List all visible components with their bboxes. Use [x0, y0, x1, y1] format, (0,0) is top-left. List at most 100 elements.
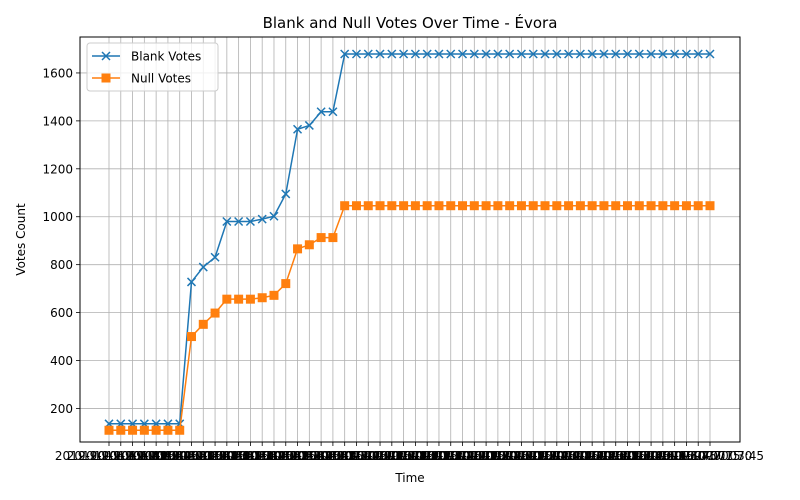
null-votes-point	[139, 425, 149, 435]
x-tick-label: 2019-10-07 04:00	[479, 449, 587, 463]
x-tick-label: 2019-10-07 03:15	[444, 449, 552, 463]
null-votes-line	[109, 204, 710, 432]
y-tick-label: 1200	[42, 162, 73, 176]
legend-marker	[101, 51, 111, 61]
null-votes-point	[458, 201, 468, 211]
marker-stroke	[457, 49, 468, 59]
x-tick-label: 2019-10-07 07:15	[632, 449, 740, 463]
y-tick-label: 200	[50, 402, 73, 416]
x-tick-label: 2019-10-07 05:00	[526, 449, 634, 463]
x-tick-label: 2019-10-06 21:45	[185, 449, 293, 463]
blank-votes-point	[410, 49, 420, 59]
x-tick-label: 2019-10-07 05:45	[562, 449, 670, 463]
marker-stroke	[646, 49, 656, 59]
x-tick-label: 2019-10-07 06:15	[585, 449, 693, 463]
null-votes-point	[245, 294, 255, 304]
marker-stroke	[587, 49, 597, 59]
x-tick-label: 2019-10-07 03:45	[467, 449, 575, 463]
x-tick-label: 2019-10-07 01:15	[350, 449, 458, 463]
blank-votes-point	[457, 49, 468, 59]
y-tick-label: 400	[50, 354, 73, 368]
y-tick-label: 1600	[42, 66, 73, 80]
x-tick-label: 2019-10-07 07:00	[621, 449, 729, 463]
blank-votes-point	[304, 120, 314, 130]
null-votes-point	[481, 201, 491, 211]
blank-votes-point	[681, 49, 691, 59]
marker-stroke	[469, 49, 479, 59]
marker-stroke	[340, 49, 350, 59]
null-votes-point	[516, 201, 526, 211]
blank-votes-point	[658, 49, 668, 59]
null-votes-point	[293, 244, 303, 254]
legend: Blank Votes Null Votes	[86, 42, 219, 92]
null-votes-point	[222, 294, 232, 304]
null-votes-point	[116, 425, 126, 435]
blank-votes-point	[351, 49, 362, 59]
null-votes-point	[434, 201, 444, 211]
marker-stroke	[363, 49, 373, 59]
blank-votes-point	[198, 262, 208, 272]
blank-votes-point	[599, 49, 609, 59]
x-tick-label: 2019-10-07 00:45	[326, 449, 434, 463]
x-tick-label: 2019-10-06 19:00	[55, 449, 163, 463]
null-votes-point	[328, 233, 338, 243]
marker-stroke	[245, 216, 255, 227]
null-votes-point	[363, 201, 373, 211]
x-tick-label: 2019-10-07 00:00	[291, 449, 399, 463]
null-votes-point	[269, 290, 279, 300]
null-votes-point	[681, 201, 691, 211]
marker-stroke	[434, 49, 444, 59]
null-votes-point	[623, 201, 633, 211]
blank-votes-point	[481, 49, 491, 59]
blank-votes-point	[528, 49, 538, 59]
x-tick-label: 2019-10-06 22:15	[208, 449, 316, 463]
null-votes-point	[175, 425, 185, 435]
blank-votes-point	[281, 189, 291, 199]
blank-votes-point	[693, 49, 703, 59]
blank-votes-point	[293, 124, 303, 134]
x-tick-label: 2019-10-07 01:30	[361, 449, 469, 463]
blank-votes-point	[422, 49, 432, 59]
null-votes-point	[575, 201, 585, 211]
blank-votes-point	[257, 214, 267, 224]
marker-stroke	[693, 49, 703, 59]
marker-stroke	[422, 49, 432, 59]
legend-items: Blank Votes Null Votes	[92, 50, 201, 86]
blank-votes-point	[375, 49, 385, 59]
null-votes-point	[564, 201, 574, 211]
blank-votes-point	[670, 49, 680, 59]
null-votes-point	[705, 201, 715, 211]
null-votes-point	[304, 240, 314, 250]
x-tick-label: 2019-10-06 20:00	[102, 449, 210, 463]
legend-label: Null Votes	[131, 72, 191, 86]
x-tick-label: 2019-10-07 06:45	[609, 449, 717, 463]
y-tick-label: 1000	[42, 210, 73, 224]
blank-votes-point	[575, 49, 585, 59]
blank-votes-point	[705, 49, 715, 59]
blank-votes-point	[245, 216, 255, 227]
marker-stroke	[516, 49, 526, 59]
null-votes-point	[611, 201, 621, 211]
x-tick-label: 2019-10-06 23:15	[255, 449, 363, 463]
blank-votes-point	[552, 49, 562, 59]
legend-item-blank-votes: Blank Votes	[92, 50, 201, 64]
x-tick-label: 2019-10-07 04:15	[491, 449, 599, 463]
x-tick-label: 2019-10-07 01:45	[373, 449, 481, 463]
grid-layer	[80, 37, 740, 442]
blank-votes-point	[493, 49, 503, 59]
blank-votes-point	[646, 49, 656, 59]
series-layer	[104, 49, 715, 435]
x-tick-label: 2019-10-06 19:15	[67, 449, 175, 463]
legend-marker	[101, 73, 111, 83]
marker-stroke	[505, 49, 515, 59]
x-tick-label: 2019-10-07 02:00	[385, 449, 493, 463]
x-tick-label: 2019-10-06 19:45	[90, 449, 198, 463]
null-votes-point	[505, 201, 515, 211]
null-votes-point	[151, 425, 161, 435]
blank-votes-point	[186, 277, 197, 287]
marker-stroke	[705, 49, 715, 59]
null-votes-point	[670, 201, 680, 211]
blank-votes-point	[611, 49, 621, 59]
blank-votes-point	[587, 49, 597, 59]
